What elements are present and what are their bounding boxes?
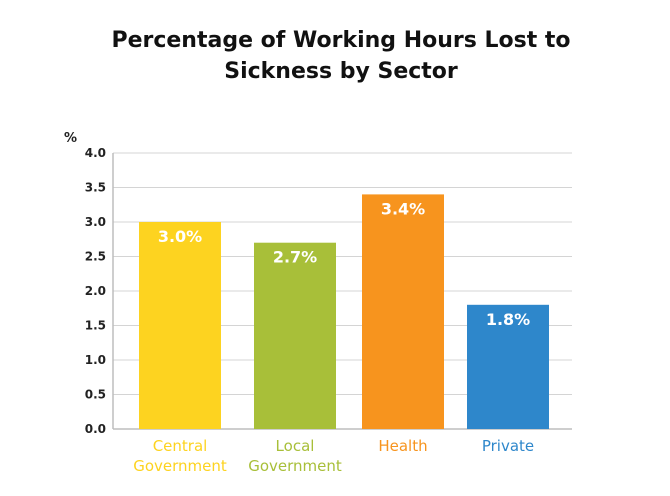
- category-label: Government: [248, 457, 342, 475]
- bars: [139, 194, 549, 429]
- category-label: Government: [133, 457, 227, 475]
- y-tick-label: 4.0: [85, 146, 106, 160]
- category-label: Local: [276, 437, 315, 455]
- bar-value-label: 3.4%: [381, 199, 425, 218]
- bar-value-label: 3.0%: [158, 227, 202, 246]
- y-axis-ticks: 0.0 0.5 1.0 1.5 2.0 2.5 3.0 3.5 4.0: [85, 146, 106, 436]
- y-tick-label: 0.0: [85, 422, 106, 436]
- category-labels: Central Government Local Government Health Pr…: [133, 437, 534, 475]
- chart-title-line-1: Percentage of Working Hours Lost to: [111, 28, 570, 53]
- bar: [139, 222, 221, 429]
- y-tick-label: 2.0: [85, 284, 106, 298]
- y-tick-label: 0.5: [85, 388, 106, 402]
- category-label: Health: [378, 437, 427, 455]
- category-label: Private: [482, 437, 534, 455]
- bar: [467, 304, 549, 429]
- chart-title-line-2: Sickness by Sector: [224, 59, 458, 84]
- y-tick-label: 1.0: [85, 353, 106, 367]
- y-tick-label: 3.0: [85, 215, 106, 229]
- bar: [362, 194, 444, 429]
- y-axis-unit-label: %: [64, 131, 77, 146]
- bar-value-label: 2.7%: [273, 248, 317, 267]
- y-tick-label: 1.5: [85, 319, 106, 333]
- bar-value-label: 1.8%: [486, 310, 530, 329]
- bar: [254, 242, 336, 429]
- value-labels: 3.0% 2.7% 3.4% 1.8%: [158, 199, 530, 328]
- category-label: Central: [153, 437, 208, 455]
- y-tick-label: 3.5: [85, 181, 106, 195]
- y-tick-label: 2.5: [85, 250, 106, 264]
